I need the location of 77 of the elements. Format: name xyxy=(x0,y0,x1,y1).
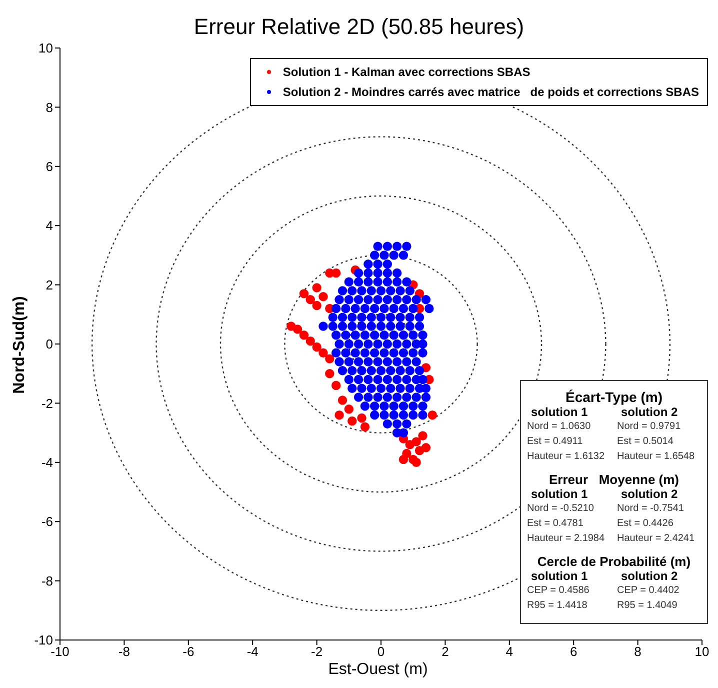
point xyxy=(360,422,370,432)
x-tick-label: -4 xyxy=(246,644,258,660)
point xyxy=(344,404,354,414)
annotation: Nord = -0.7541 xyxy=(617,502,685,516)
annotation: solution 1 xyxy=(530,487,589,501)
annotation: Nord = 0.9791 xyxy=(617,420,682,434)
point xyxy=(306,295,315,304)
annotation: R95 = 1.4049 xyxy=(617,599,678,613)
annotation: Nord = -0.5210 xyxy=(527,502,595,516)
point xyxy=(412,458,421,467)
y-tick-label: -4 xyxy=(41,455,53,470)
y-tick-label: 8 xyxy=(46,100,53,115)
x-tick-label: 0 xyxy=(377,644,385,660)
point xyxy=(299,289,309,298)
point xyxy=(312,342,322,352)
x-tick-label: -6 xyxy=(182,644,194,660)
y-axis-title: Nord-Sud(m) xyxy=(10,296,29,394)
x-tick-label: 10 xyxy=(694,644,710,660)
annotation: Erreur Moyenne (m) xyxy=(548,472,680,487)
y-tick-label: 6 xyxy=(46,159,53,174)
point xyxy=(312,283,322,292)
point xyxy=(398,454,408,464)
point xyxy=(418,431,428,440)
point xyxy=(331,380,341,390)
point xyxy=(318,292,328,302)
point xyxy=(338,396,348,405)
y-tick-label: 2 xyxy=(46,277,53,292)
point xyxy=(421,443,431,452)
x-axis-title: Est-Ouest (m) xyxy=(328,660,428,680)
chart-title: Erreur Relative 2D (50.85 heures) xyxy=(192,14,526,40)
annotation: Cercle de Probabilité (m) xyxy=(536,554,692,569)
point xyxy=(334,410,344,420)
annotation: solution 2 xyxy=(620,405,679,419)
point xyxy=(428,410,437,420)
x-tick-label: -2 xyxy=(311,644,323,660)
point xyxy=(292,324,302,334)
annotation: Est = 0.4911 xyxy=(527,435,584,449)
annotation: Hauteur = 2.4241 xyxy=(617,532,696,546)
point xyxy=(299,330,309,340)
annotation: CEP = 0.4586 xyxy=(527,584,590,598)
x-tick-label: 6 xyxy=(570,644,578,660)
annotation: solution 1 xyxy=(530,405,589,419)
y-tick-label: -2 xyxy=(41,396,53,411)
annotation: Écart-Type (m) xyxy=(564,389,664,405)
x-tick-label: 4 xyxy=(506,644,514,660)
annotation: Hauteur = 1.6548 xyxy=(617,450,696,464)
annotation: CEP = 0.4402 xyxy=(617,584,680,598)
point xyxy=(331,268,341,278)
x-tick-label: 8 xyxy=(634,644,642,660)
legend-label: Solution 1 - Kalman avec corrections SBAS xyxy=(282,64,530,81)
x-tick-label: -8 xyxy=(118,644,130,660)
annotation: Nord = 1.0630 xyxy=(527,420,592,434)
point xyxy=(357,413,366,423)
y-tick-label: 4 xyxy=(46,218,53,234)
point xyxy=(412,437,421,446)
annotation: Hauteur = 1.6132 xyxy=(527,450,606,464)
annotation: Est = 0.4426 xyxy=(617,517,674,531)
y-tick-label: 10 xyxy=(38,40,53,56)
point xyxy=(348,416,357,426)
point xyxy=(318,348,328,358)
annotation: solution 1 xyxy=(530,569,589,583)
point xyxy=(325,354,334,364)
point xyxy=(306,336,315,346)
annotation: solution 2 xyxy=(620,569,679,583)
point xyxy=(312,300,322,310)
point xyxy=(325,369,334,378)
annotation: R95 = 1.4418 xyxy=(527,599,588,613)
x-tick-label: 2 xyxy=(442,644,449,660)
legend-label: Solution 2 - Moindres carrés avec matrice de poids et corrections SBAS xyxy=(282,84,699,101)
annotation: Hauteur = 2.1984 xyxy=(527,532,606,546)
y-tick-label: -10 xyxy=(34,632,53,648)
annotation: Est = 0.4781 xyxy=(527,517,584,531)
annotation: solution 2 xyxy=(620,487,679,501)
y-tick-label: -6 xyxy=(41,514,53,530)
y-tick-label: 0 xyxy=(46,336,53,352)
y-tick-label: -8 xyxy=(41,573,53,588)
annotation: Est = 0.5014 xyxy=(617,435,674,449)
